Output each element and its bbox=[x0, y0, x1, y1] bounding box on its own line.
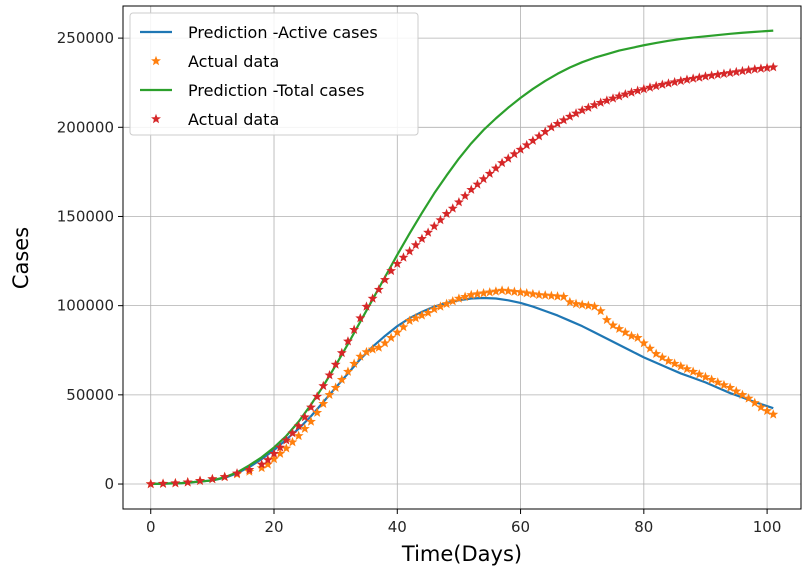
x-tick-label-5: 100 bbox=[753, 518, 782, 536]
x-tick-label-1: 20 bbox=[264, 518, 283, 536]
y-tick-label-0: 0 bbox=[104, 475, 114, 493]
x-tick-label-4: 80 bbox=[634, 518, 653, 536]
y-tick-label-1: 50000 bbox=[66, 386, 114, 404]
x-tick-label-2: 40 bbox=[388, 518, 407, 536]
legend-label-3: Actual data bbox=[188, 110, 279, 129]
legend-label-0: Prediction -Active cases bbox=[188, 23, 378, 42]
legend-label-2: Prediction -Total cases bbox=[188, 81, 364, 100]
x-axis-label: Time(Days) bbox=[401, 542, 522, 566]
legend-label-1: Actual data bbox=[188, 52, 279, 71]
y-tick-label-4: 200000 bbox=[57, 118, 114, 136]
x-tick-label-3: 60 bbox=[511, 518, 530, 536]
y-tick-label-5: 250000 bbox=[57, 29, 114, 47]
x-tick-label-0: 0 bbox=[146, 518, 156, 536]
y-axis-label: Cases bbox=[9, 227, 33, 289]
y-tick-label-2: 100000 bbox=[57, 297, 114, 315]
y-tick-label-3: 150000 bbox=[57, 207, 114, 225]
legend: Prediction -Active cases Actual data Predi… bbox=[130, 13, 418, 135]
